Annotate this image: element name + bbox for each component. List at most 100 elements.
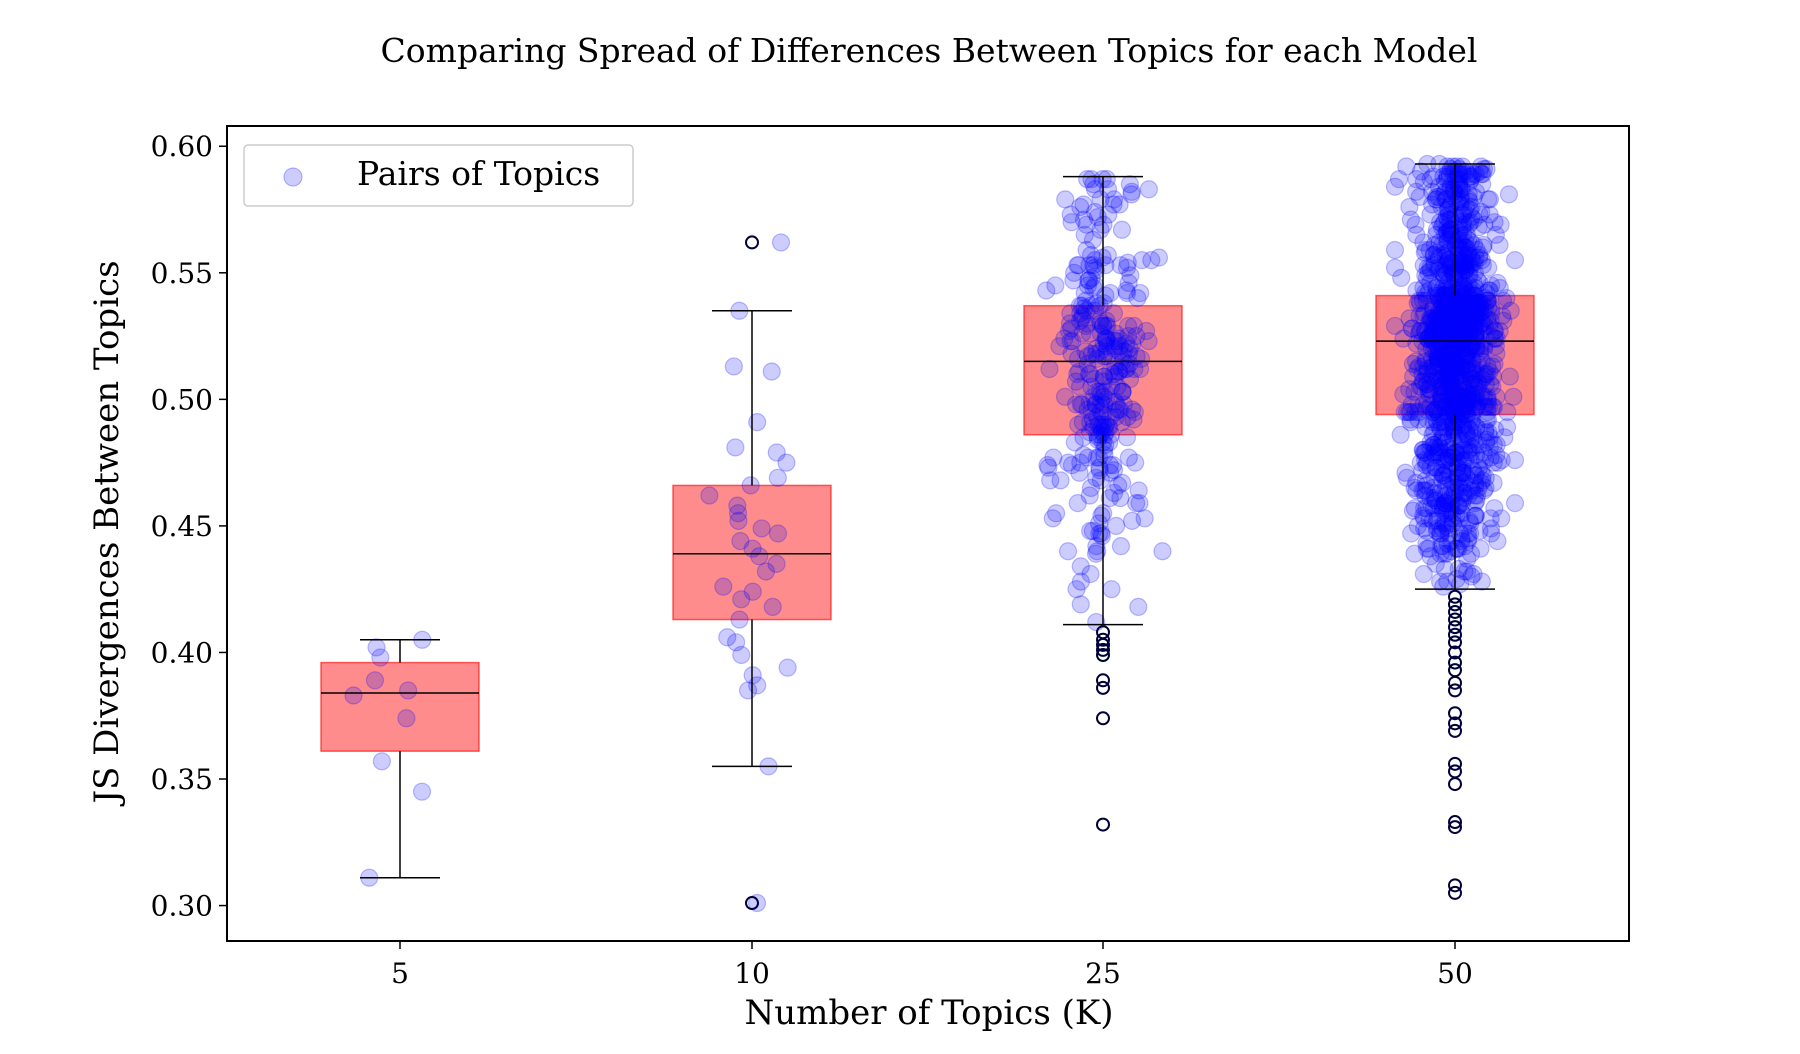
point-50-135 <box>1418 329 1437 348</box>
point-25-282 <box>1082 402 1101 422</box>
point-50-506 <box>1466 397 1485 417</box>
point-50-655 <box>1477 430 1496 449</box>
point-50-628 <box>1433 471 1452 490</box>
point-50-11 <box>1452 296 1471 315</box>
point-50-270 <box>1460 314 1479 333</box>
point-50-708 <box>1431 544 1450 563</box>
point-50-608 <box>1439 364 1458 384</box>
point-25-243 <box>1107 516 1126 536</box>
point-25-228 <box>1090 382 1110 401</box>
point-50-557 <box>1444 433 1463 452</box>
point-50-244 <box>1410 324 1429 343</box>
point-25-39 <box>1095 425 1114 444</box>
point-50-491 <box>1438 164 1457 184</box>
point-25-249 <box>1099 205 1118 224</box>
point-50-182 <box>1456 197 1476 217</box>
point-50-727 <box>1442 496 1461 515</box>
point-25-279 <box>1118 253 1137 272</box>
point-50-599 <box>1427 410 1446 429</box>
point-50-327 <box>1451 357 1470 376</box>
point-50-204 <box>1448 413 1467 432</box>
point-50-304 <box>1431 372 1450 391</box>
point-50-611 <box>1454 339 1473 358</box>
point-50-286 <box>1466 506 1485 525</box>
point-50-132 <box>1438 230 1457 249</box>
point-50-94 <box>1448 458 1467 477</box>
point-25-136 <box>1069 256 1088 275</box>
point-50-533 <box>1450 387 1469 406</box>
point-25-82 <box>1091 342 1110 361</box>
point-50-155 <box>1437 311 1456 330</box>
point-25-293 <box>1040 359 1059 379</box>
point-50-605 <box>1466 291 1485 310</box>
point-50-442 <box>1451 316 1470 336</box>
point-50-138 <box>1439 311 1458 330</box>
point-25-217 <box>1077 314 1096 333</box>
point-50-231 <box>1458 347 1478 366</box>
point-25-65 <box>1077 240 1096 260</box>
point-5-4 <box>399 681 418 700</box>
point-50-205 <box>1465 466 1484 485</box>
point-25-285 <box>1123 334 1142 353</box>
point-25-162 <box>1085 370 1104 389</box>
point-50-66 <box>1458 400 1477 419</box>
point-25-253 <box>1109 362 1128 381</box>
point-50-607 <box>1435 413 1454 432</box>
point-50-172 <box>1432 448 1451 467</box>
point-25-225 <box>1081 364 1100 384</box>
point-50-644 <box>1451 407 1470 427</box>
point-50-96 <box>1464 319 1483 338</box>
point-50-38 <box>1475 215 1494 234</box>
point-50-305 <box>1434 428 1453 447</box>
point-25-41 <box>1117 428 1137 447</box>
point-25-85 <box>1125 402 1144 422</box>
point-25-299 <box>1096 329 1115 348</box>
point-50-695 <box>1443 486 1462 505</box>
point-25-21 <box>1069 415 1088 434</box>
point-50-1200 <box>1480 428 1499 447</box>
point-50-128 <box>1433 304 1452 323</box>
point-50-682 <box>1446 364 1466 384</box>
point-50-595 <box>1456 283 1475 303</box>
point-50-562 <box>1448 309 1467 328</box>
point-25-69 <box>1096 435 1115 455</box>
point-50-544 <box>1449 306 1469 325</box>
point-50-103 <box>1434 514 1453 533</box>
point-50-8 <box>1459 243 1478 262</box>
point-50-300 <box>1438 316 1458 336</box>
point-50-473 <box>1440 220 1459 239</box>
point-50-626 <box>1469 294 1488 313</box>
point-50-681 <box>1442 359 1462 379</box>
point-50-486 <box>1444 352 1463 371</box>
point-25-101 <box>1105 332 1125 351</box>
point-50-447 <box>1468 354 1487 374</box>
point-50-476 <box>1449 299 1468 318</box>
point-50-480 <box>1461 544 1481 563</box>
point-50-1141 <box>1414 233 1433 252</box>
point-50-811 <box>1485 499 1504 518</box>
point-50-374 <box>1466 324 1485 343</box>
point-50-319 <box>1423 357 1443 376</box>
point-50-78 <box>1419 380 1438 399</box>
point-50-504 <box>1417 375 1436 394</box>
point-50-72 <box>1405 544 1424 563</box>
point-10-2 <box>724 357 743 376</box>
point-25-16 <box>1087 294 1106 313</box>
point-50-505 <box>1430 407 1449 427</box>
point-50-57 <box>1452 319 1471 338</box>
point-50-482 <box>1423 367 1443 386</box>
point-50-353 <box>1456 253 1475 272</box>
point-50-45 <box>1451 402 1470 422</box>
point-50-606 <box>1455 304 1474 323</box>
point-25-241 <box>1139 332 1158 351</box>
point-50-753 <box>1472 461 1491 480</box>
point-50-67 <box>1442 329 1461 348</box>
point-50-497 <box>1441 359 1460 379</box>
point-50-42 <box>1476 478 1495 498</box>
point-25-192 <box>1088 407 1107 427</box>
point-50-388 <box>1459 256 1479 275</box>
point-50-525 <box>1426 309 1446 328</box>
point-25-128 <box>1131 349 1151 368</box>
point-50-1207 <box>1451 372 1471 391</box>
